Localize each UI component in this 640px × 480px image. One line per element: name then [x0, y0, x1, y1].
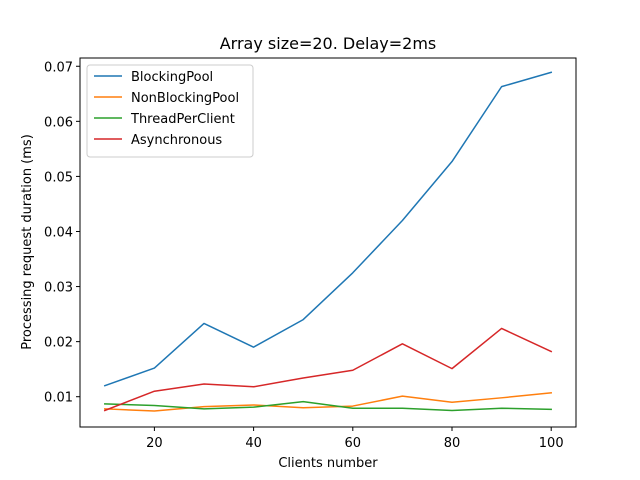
- x-axis-label: Clients number: [278, 456, 378, 471]
- series-line-asynchronous: [103, 327, 553, 412]
- x-tick-label: 80: [444, 436, 461, 451]
- legend-label-asynchronous: Asynchronous: [131, 133, 222, 148]
- y-axis: 0.01 0.02 0.03 0.04 0.05 0.06 0.07: [44, 60, 80, 406]
- y-tick-label: 0.07: [44, 60, 73, 75]
- plot-frame: [79, 57, 577, 428]
- x-tick-label: 20: [146, 436, 163, 451]
- y-tick-label: 0.03: [44, 281, 73, 296]
- legend-box: [86, 64, 254, 158]
- legend-label-nonblockingpool: NonBlockingPool: [131, 91, 239, 106]
- y-tick-label: 0.05: [44, 170, 73, 185]
- series-line-threadperclient: [104, 400, 552, 412]
- plot-lines: [103, 71, 553, 412]
- y-tick-label: 0.01: [44, 391, 73, 406]
- x-tick-label: 60: [345, 436, 362, 451]
- x-axis: 20 40 60 80 100: [146, 427, 564, 451]
- series-line-nonblockingpool: [104, 392, 553, 412]
- legend-label-blockingpool: BlockingPool: [131, 70, 213, 85]
- y-axis-label: Processing request duration (ms): [20, 134, 35, 350]
- y-tick-label: 0.06: [44, 115, 73, 130]
- y-tick-label: 0.04: [44, 225, 73, 240]
- x-tick-label: 40: [245, 436, 262, 451]
- legend-label-threadperclient: ThreadPerClient: [130, 112, 235, 127]
- series-line-blockingpool: [103, 71, 553, 387]
- legend: BlockingPool NonBlockingPool ThreadPerClie…: [86, 64, 254, 158]
- x-tick-label: 100: [539, 436, 564, 451]
- y-tick-label: 0.02: [44, 336, 73, 351]
- chart-title: Array size=20. Delay=2ms: [220, 34, 437, 53]
